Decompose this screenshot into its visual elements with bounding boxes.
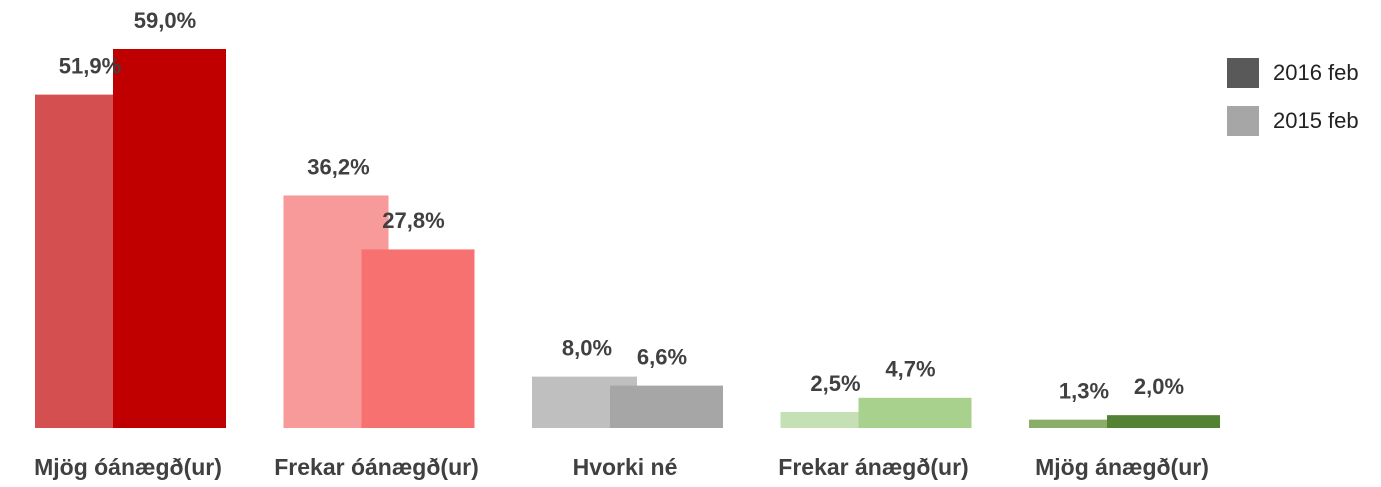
legend-swatch (1227, 106, 1259, 136)
value-label: 6,6% (637, 344, 687, 369)
bar (1107, 415, 1220, 428)
value-label: 4,7% (885, 357, 935, 382)
value-label: 59,0% (134, 8, 196, 33)
x-tick-label: Frekar ánægð(ur) (778, 454, 968, 480)
legend-label: 2015 feb (1273, 108, 1359, 133)
value-label: 8,0% (562, 335, 612, 360)
bar (1029, 419, 1134, 428)
value-label: 51,9% (59, 53, 121, 78)
value-label: 1,3% (1059, 378, 1109, 403)
bar (610, 385, 723, 428)
bar (858, 397, 972, 428)
x-tick-label: Mjög ánægð(ur) (1035, 454, 1209, 480)
bar (113, 49, 226, 428)
x-tick-label: Hvorki né (573, 454, 678, 480)
bar (361, 249, 475, 428)
value-label: 2,5% (810, 371, 860, 396)
legend-swatch (1227, 58, 1259, 88)
value-label: 27,8% (382, 208, 444, 233)
x-tick-label: Frekar óánægð(ur) (274, 454, 478, 480)
value-label: 2,0% (1134, 374, 1184, 399)
value-label: 36,2% (307, 154, 369, 179)
x-tick-label: Mjög óánægð(ur) (34, 454, 222, 480)
legend-label: 2016 feb (1273, 60, 1359, 85)
